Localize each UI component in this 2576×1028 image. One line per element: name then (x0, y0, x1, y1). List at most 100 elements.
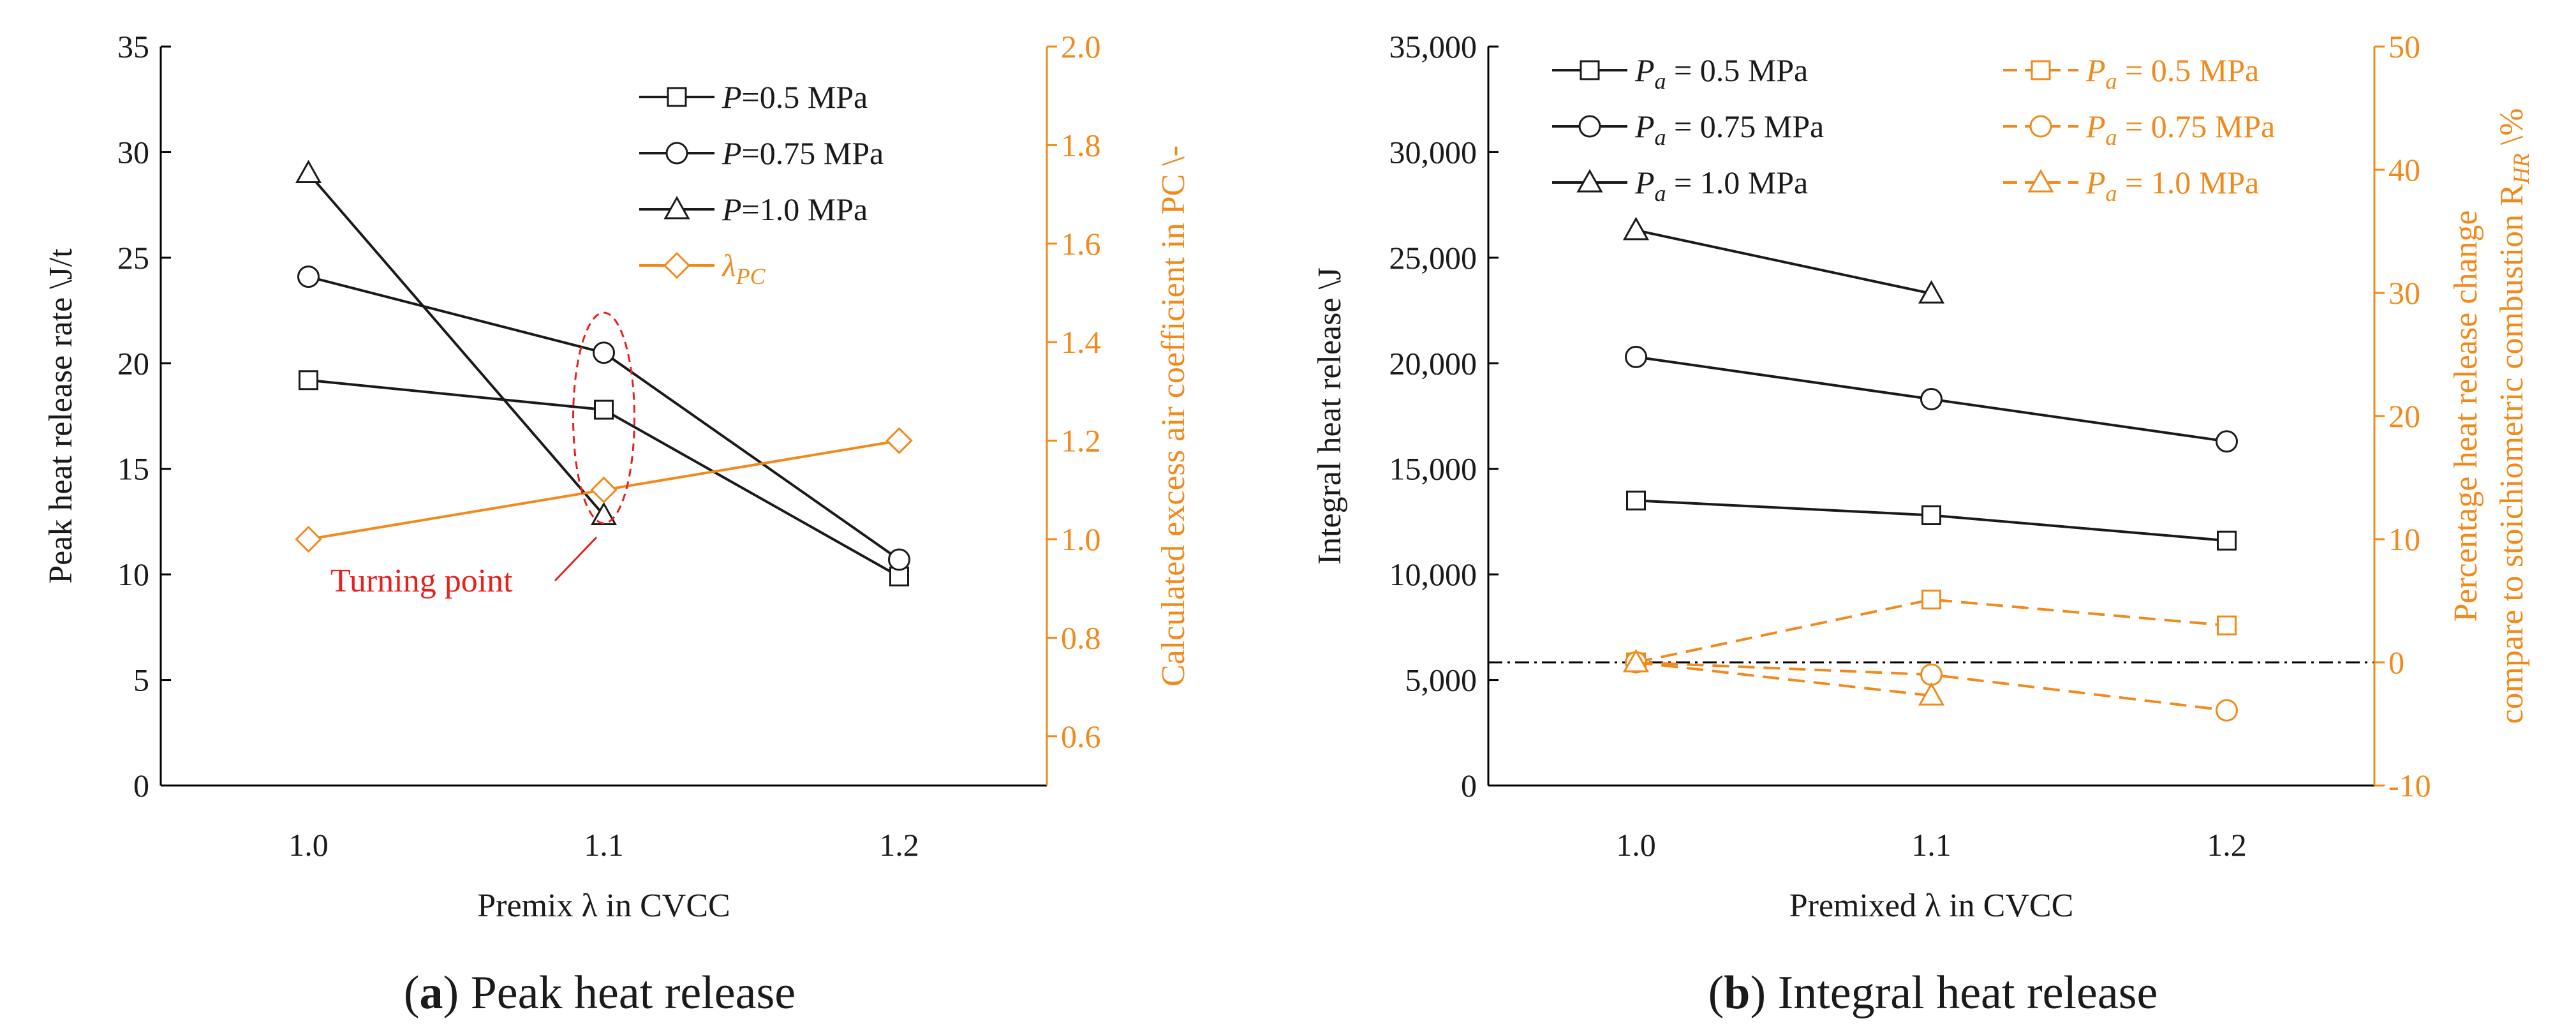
x-axis-title: Premixed λ in CVCC (1789, 888, 2074, 924)
series-diamond-right (295, 427, 913, 553)
legend-rest: = 0.75 MPa (1666, 108, 1825, 144)
legend-label: Pa = 1.0 MPa (2085, 165, 2259, 206)
data-point (590, 476, 618, 503)
data-point (1920, 663, 1943, 686)
caption-open: ( (1708, 967, 1724, 1019)
y-tick-label: 20,000 (1389, 345, 1477, 381)
x-tick-label: 1.0 (288, 827, 329, 863)
legend-marker (1578, 115, 1601, 138)
legend-italic: P (2085, 165, 2106, 200)
y2-axis-title-text: compare to stoichiometric combustion R (2494, 184, 2530, 724)
data-point (1622, 648, 1650, 673)
legend-marker (2029, 115, 2052, 138)
legend-italic: P (1634, 52, 1655, 88)
legend-marker (667, 87, 687, 107)
legend-italic: P (2085, 108, 2106, 144)
series-circle-left (297, 265, 910, 571)
data-point (299, 370, 318, 391)
y2-tick-label: 10 (2388, 521, 2420, 557)
y2-tick-label: 1.6 (1061, 226, 1101, 262)
series-circle-left (1625, 345, 2238, 453)
series-square-right (1626, 590, 2237, 673)
data-point (1625, 345, 1647, 368)
legend-sub: a (2106, 181, 2117, 206)
caption-letter: a (420, 967, 443, 1019)
legend-label: Pa = 0.5 MPa (2085, 52, 2259, 94)
legend-sub: a (2106, 68, 2117, 94)
panel-caption: (b) Integral heat release (1708, 967, 2158, 1019)
legend-marker (663, 195, 690, 220)
panel-b-chart: 0 5,000 10,000 15,000 20,000 25,000 30,000 35,0… (1312, 29, 2534, 1019)
data-point (1920, 388, 1943, 411)
caption-text: Peak heat release (471, 967, 796, 1019)
legend-label: Pa = 1.0 MPa (1634, 165, 1808, 206)
legend-marker (2027, 168, 2054, 193)
y2-tick-label: 1.0 (1061, 521, 1101, 557)
legend-rest: =0.5 MPa (742, 79, 868, 115)
x-tick-label: 1.2 (879, 827, 919, 863)
legend-label: P=1.0 MPa (722, 191, 868, 227)
legend-marker (1580, 60, 1600, 80)
legend-sub: a (1655, 181, 1666, 206)
y2-tick-label: 50 (2388, 29, 2420, 64)
x-tick-label: 1.1 (1911, 827, 1951, 863)
legend-sub: a (1655, 124, 1666, 150)
data-point (888, 548, 910, 571)
y2-tick-label: 0 (2388, 644, 2404, 680)
panel-a-chart: 0 5 10 15 20 25 30 35 0.6 0.8 1.0 1.2 1.4 1.6 1.8 2.0 1.… (43, 29, 1192, 1019)
turning-point-leader (554, 536, 598, 582)
y-tick-label: 5,000 (1405, 662, 1477, 698)
data-point (2217, 530, 2237, 551)
legend-italic: λ (721, 248, 736, 283)
legend-italic: P (1634, 165, 1655, 200)
data-point (2216, 430, 2238, 453)
legend-marker (665, 142, 688, 165)
legend-rest: = 0.5 MPa (2117, 52, 2260, 88)
y2-tick-label: 1.4 (1061, 324, 1101, 360)
y2-tick-label: 1.8 (1061, 127, 1101, 163)
y-tick-label: 5 (133, 662, 149, 698)
y2-tick-label: 1.2 (1061, 423, 1101, 459)
y2-tick-label: 20 (2388, 398, 2420, 434)
y-tick-label: 10 (117, 556, 149, 592)
y-tick-label: 35,000 (1389, 29, 1477, 64)
legend-italic: P (722, 79, 742, 115)
y2-axis-title-end: \% (2494, 108, 2530, 153)
series-square-left (1626, 490, 2237, 551)
data-point (297, 265, 320, 288)
caption-letter: b (1724, 967, 1750, 1019)
series-square-left (299, 370, 909, 586)
series-line (1636, 228, 1932, 295)
y-tick-label: 10,000 (1389, 556, 1477, 592)
data-point (594, 399, 614, 420)
y2-tick-label: -10 (2388, 768, 2431, 803)
legend-italic: P (2085, 52, 2106, 88)
y-tick-label: 30 (117, 134, 149, 170)
y-tick-label: 15 (117, 451, 149, 487)
legend-italic: P (722, 191, 742, 227)
data-point (1921, 590, 1941, 610)
legend-label: P=0.75 MPa (722, 135, 884, 171)
series-line (1636, 661, 1932, 697)
y-tick-label: 15,000 (1389, 451, 1477, 487)
x-tick-label: 1.0 (1616, 827, 1656, 863)
data-point (590, 502, 618, 526)
caption-open: ( (404, 967, 420, 1019)
legend-label: Pa = 0.75 MPa (1634, 108, 1824, 150)
legend-rest: = 1.0 MPa (1666, 165, 1809, 200)
series-triangle-right (1622, 648, 1945, 706)
legend-rest: =1.0 MPa (742, 191, 868, 227)
legend-marker (2031, 60, 2051, 80)
legend-label: λPC (721, 248, 766, 289)
legend-sub: PC (736, 264, 766, 289)
caption-close: ) (1750, 967, 1777, 1019)
legend-italic: P (1634, 108, 1655, 144)
x-tick-label: 1.2 (2207, 827, 2247, 863)
series-line (307, 172, 605, 516)
data-point (1622, 216, 1650, 241)
data-point (1918, 280, 1945, 304)
series-triangle-left (1622, 216, 1945, 304)
data-point (295, 525, 322, 553)
